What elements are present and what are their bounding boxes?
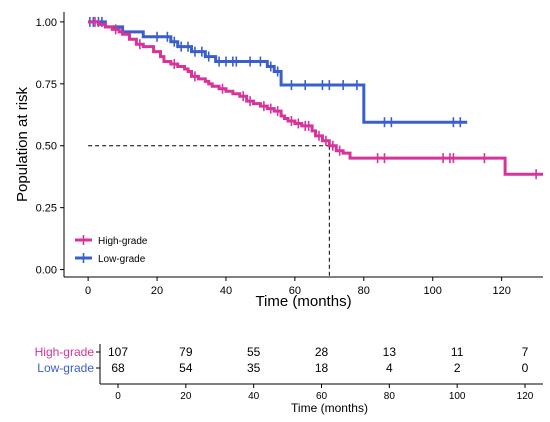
risk-cell-low-grade: 68 bbox=[111, 361, 125, 375]
legend-label-low-grade: Low-grade bbox=[98, 254, 146, 265]
x-axis-title: Time (months) bbox=[255, 293, 351, 310]
y-tick-label: 1.00 bbox=[36, 17, 57, 29]
risk-table: High-grade 107 79 55 28 13 11 7 Low-grade 68 54 35 1… bbox=[35, 344, 543, 415]
risk-x-tick-label: 0 bbox=[115, 391, 121, 402]
risk-cell-low-grade: 0 bbox=[522, 361, 529, 375]
risk-row-label-high-grade: High-grade bbox=[35, 345, 95, 359]
risk-x-axis-title: Time (months) bbox=[291, 401, 368, 415]
risk-x-tick-label: 60 bbox=[316, 391, 328, 402]
y-tick-label: 0.50 bbox=[36, 141, 57, 153]
low-grade-curve bbox=[88, 20, 468, 124]
survival-plot: 0.00 0.25 0.50 0.75 1.00 0 20 40 60 80 100 120 Time … bbox=[14, 12, 543, 310]
high-grade-curve bbox=[88, 20, 543, 176]
legend-label-high-grade: High-grade bbox=[98, 236, 148, 247]
y-tick-label: 0.00 bbox=[36, 265, 57, 277]
risk-cell-high-grade: 55 bbox=[247, 345, 261, 359]
y-axis-title: Population at risk bbox=[14, 86, 31, 202]
y-tick-label: 0.75 bbox=[36, 79, 57, 91]
risk-cell-low-grade: 35 bbox=[247, 361, 261, 375]
risk-cell-high-grade: 13 bbox=[383, 345, 397, 359]
risk-x-tick-label: 120 bbox=[517, 391, 534, 402]
x-tick-label: 40 bbox=[220, 285, 232, 297]
risk-x-tick-label: 40 bbox=[248, 391, 260, 402]
x-tick-label: 120 bbox=[492, 285, 510, 297]
risk-cell-high-grade: 28 bbox=[315, 345, 329, 359]
risk-x-tick-label: 100 bbox=[449, 391, 466, 402]
risk-x-tick-label: 80 bbox=[384, 391, 396, 402]
x-tick-label: 20 bbox=[151, 285, 163, 297]
risk-cell-high-grade: 107 bbox=[108, 345, 128, 359]
x-tick-label: 100 bbox=[424, 285, 442, 297]
risk-cell-high-grade: 11 bbox=[451, 345, 464, 359]
y-tick-label: 0.25 bbox=[36, 203, 57, 215]
risk-cell-low-grade: 2 bbox=[454, 361, 461, 375]
risk-cell-high-grade: 7 bbox=[522, 345, 529, 359]
risk-x-tick-label: 20 bbox=[180, 391, 192, 402]
risk-row-label-low-grade: Low-grade bbox=[37, 361, 94, 375]
risk-cell-high-grade: 79 bbox=[179, 345, 193, 359]
risk-cell-low-grade: 4 bbox=[386, 361, 393, 375]
risk-cell-low-grade: 18 bbox=[315, 361, 329, 375]
x-tick-label: 60 bbox=[289, 285, 301, 297]
x-tick-label: 0 bbox=[85, 285, 91, 297]
risk-cell-low-grade: 54 bbox=[179, 361, 193, 375]
x-tick-label: 80 bbox=[358, 285, 370, 297]
